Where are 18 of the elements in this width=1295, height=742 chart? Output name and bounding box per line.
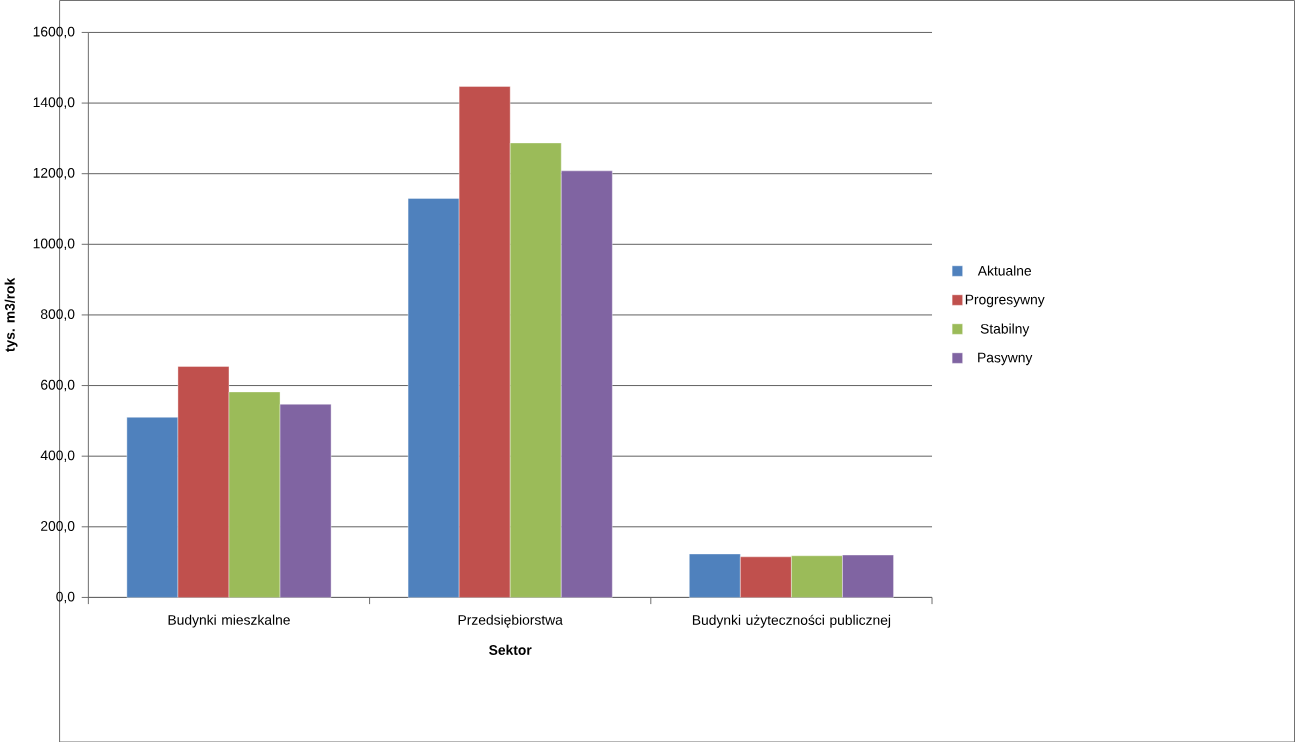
y-tick-label: 0,0 xyxy=(56,591,75,603)
x-tick-label: Przedsiębiorstwa xyxy=(458,614,563,628)
y-tick-label: 600,0 xyxy=(41,379,75,392)
legend-label: Stabilny xyxy=(980,323,1030,337)
y-tick-label: 1600,0 xyxy=(33,26,75,38)
y-tick-label: 800,0 xyxy=(40,308,75,321)
x-tick-label: Budynki mieszkalne xyxy=(168,614,290,628)
x-tick-label: Budynki użyteczności publicznej xyxy=(692,614,891,628)
y-axis-title: tys. m3/rok xyxy=(4,277,18,352)
legend-label: Progresywny xyxy=(965,294,1045,307)
y-tick-label: 200,0 xyxy=(41,520,75,533)
y-tick-label: 400,0 xyxy=(40,450,75,462)
y-tick-label: 1000,0 xyxy=(33,238,75,250)
y-tick-label: 1200,0 xyxy=(33,167,75,180)
y-tick-label: 1400,0 xyxy=(33,97,75,109)
legend-label: Pasywny xyxy=(978,352,1033,365)
legend-label: Aktualne xyxy=(977,265,1032,276)
x-axis-title: Sektor xyxy=(489,644,532,655)
